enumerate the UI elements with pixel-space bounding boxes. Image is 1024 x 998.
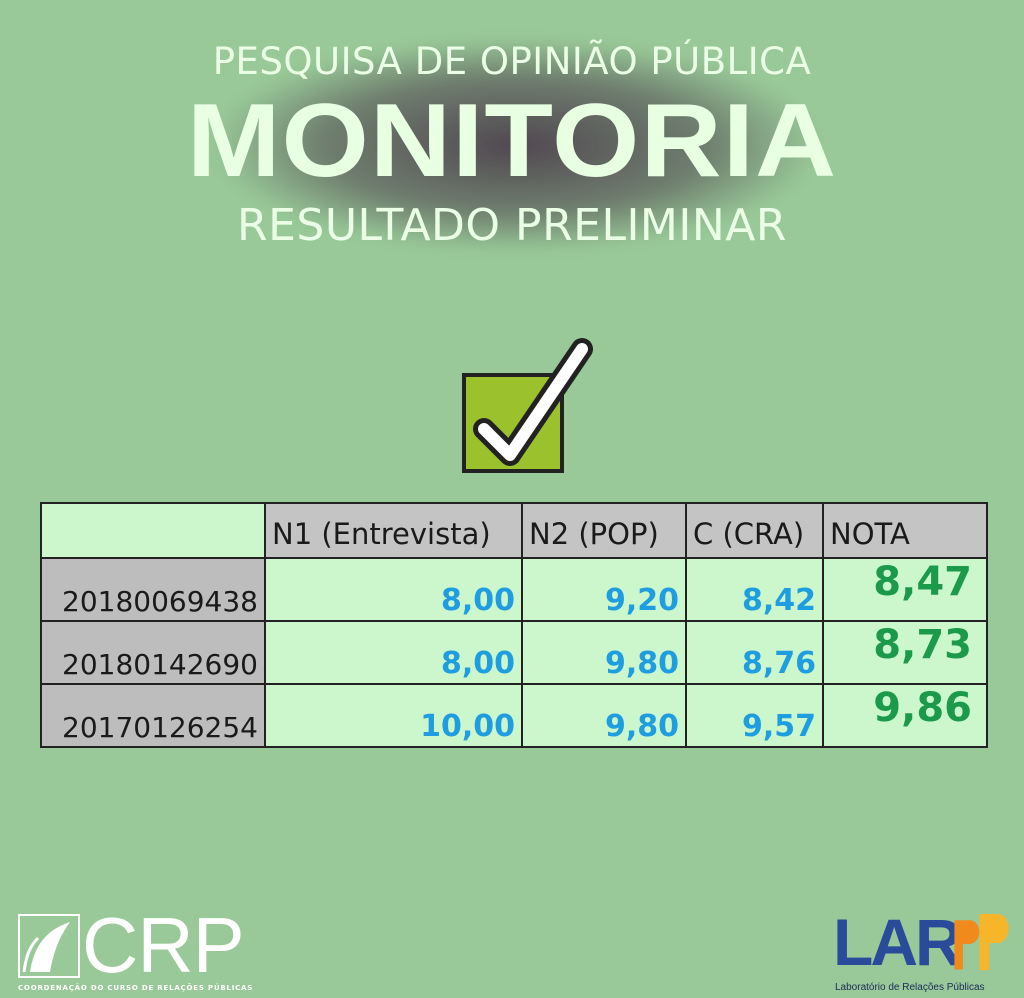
crp-logo-text: CRP (82, 901, 245, 989)
larp-p-icon (954, 920, 980, 970)
cell-n2: 9,80 (521, 620, 687, 685)
header-cell-n2: N2 (POP) (521, 502, 687, 559)
table-row: 20180069438 8,00 9,20 8,42 8,47 (40, 557, 988, 622)
larp-logo: LAR Laboratório de Relações Públicas (833, 905, 1013, 993)
page-title: MONITORIA (186, 83, 838, 199)
header-cell-n1: N1 (Entrevista) (264, 502, 523, 559)
cell-n2: 9,20 (521, 557, 687, 622)
cell-n2: 9,80 (521, 683, 687, 748)
header-cell-c: C (CRA) (685, 502, 824, 559)
cell-n1: 8,00 (264, 557, 523, 622)
larp-logo-text: LAR (833, 905, 963, 979)
row-id: 20180142690 (40, 620, 266, 685)
cell-nota: 9,86 (822, 683, 988, 748)
table-header-row: N1 (Entrevista) N2 (POP) C (CRA) NOTA (40, 502, 988, 559)
cell-c: 9,57 (685, 683, 824, 748)
cell-c: 8,76 (685, 620, 824, 685)
larp-logo-caption: Laboratório de Relações Públicas (835, 982, 985, 993)
cell-nota: 8,73 (822, 620, 988, 685)
cell-n1: 10,00 (264, 683, 523, 748)
title-glow (215, 40, 815, 250)
header-subtitle: RESULTADO PRELIMINAR (237, 200, 787, 251)
larp-p2-icon (979, 913, 1009, 971)
cell-c: 8,42 (685, 557, 824, 622)
table-row: 20170126254 10,00 9,80 9,57 9,86 (40, 683, 988, 748)
header-cell-blank (40, 502, 266, 559)
crp-leaf-icon (18, 914, 80, 978)
header-cell-nota: NOTA (822, 502, 988, 559)
cell-n1: 8,00 (264, 620, 523, 685)
checkmark-icon (473, 338, 593, 466)
table-row: 20180142690 8,00 9,80 8,76 8,73 (40, 620, 988, 685)
cell-nota: 8,47 (822, 557, 988, 622)
row-id: 20170126254 (40, 683, 266, 748)
crp-logo: CRP COORDENAÇÃO DO CURSO DE RELAÇÕES PÚB… (18, 901, 252, 994)
header-top-line: PESQUISA DE OPINIÃO PÚBLICA (212, 40, 812, 83)
results-table: N1 (Entrevista) N2 (POP) C (CRA) NOTA 20… (40, 502, 988, 748)
row-id: 20180069438 (40, 557, 266, 622)
check-box-icon (462, 338, 593, 473)
crp-logo-caption: COORDENAÇÃO DO CURSO DE RELAÇÕES PÚBLICA… (18, 984, 254, 992)
